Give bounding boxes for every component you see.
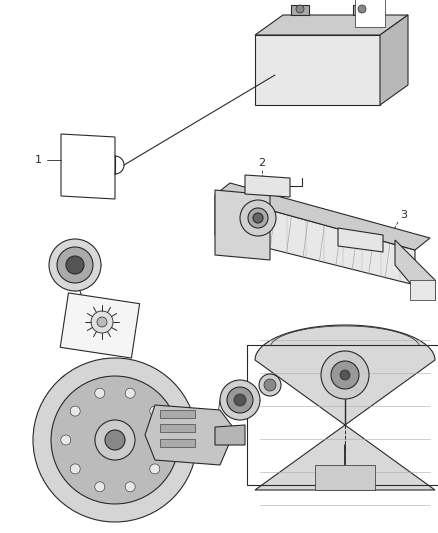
Polygon shape [60,293,140,358]
Circle shape [340,370,350,380]
Polygon shape [353,5,371,15]
Polygon shape [410,280,435,300]
Circle shape [227,387,253,413]
Circle shape [240,200,276,236]
Circle shape [97,317,107,327]
Circle shape [358,5,366,13]
Polygon shape [338,228,383,252]
Polygon shape [215,195,415,285]
Text: 3: 3 [400,210,407,220]
Circle shape [49,239,101,291]
Polygon shape [215,190,270,260]
Circle shape [125,482,135,492]
Circle shape [331,361,359,389]
Polygon shape [355,0,385,27]
Circle shape [95,482,105,492]
Polygon shape [215,183,430,250]
Circle shape [33,358,197,522]
Circle shape [51,376,179,504]
Circle shape [253,213,263,223]
Polygon shape [160,410,195,418]
Circle shape [95,420,135,460]
Polygon shape [160,439,195,447]
Polygon shape [145,405,235,465]
Circle shape [220,380,260,420]
Circle shape [57,247,93,283]
Circle shape [125,388,135,398]
Circle shape [248,208,268,228]
Circle shape [91,311,113,333]
Polygon shape [61,134,115,199]
Polygon shape [245,175,290,197]
Polygon shape [380,15,408,105]
Polygon shape [255,325,435,490]
Circle shape [259,374,281,396]
Circle shape [70,406,80,416]
Text: 2: 2 [258,158,265,168]
Circle shape [150,464,160,474]
Polygon shape [160,424,195,432]
Polygon shape [255,15,408,35]
Circle shape [150,406,160,416]
Circle shape [70,464,80,474]
Circle shape [95,388,105,398]
Polygon shape [395,240,435,300]
Circle shape [321,351,369,399]
Circle shape [264,379,276,391]
Polygon shape [255,35,380,105]
Circle shape [105,430,125,450]
Circle shape [66,256,84,274]
Polygon shape [315,465,375,490]
Text: 1: 1 [35,155,42,165]
Circle shape [296,5,304,13]
Circle shape [234,394,246,406]
Polygon shape [215,425,245,445]
Circle shape [61,435,71,445]
Circle shape [159,435,169,445]
Polygon shape [291,5,309,15]
